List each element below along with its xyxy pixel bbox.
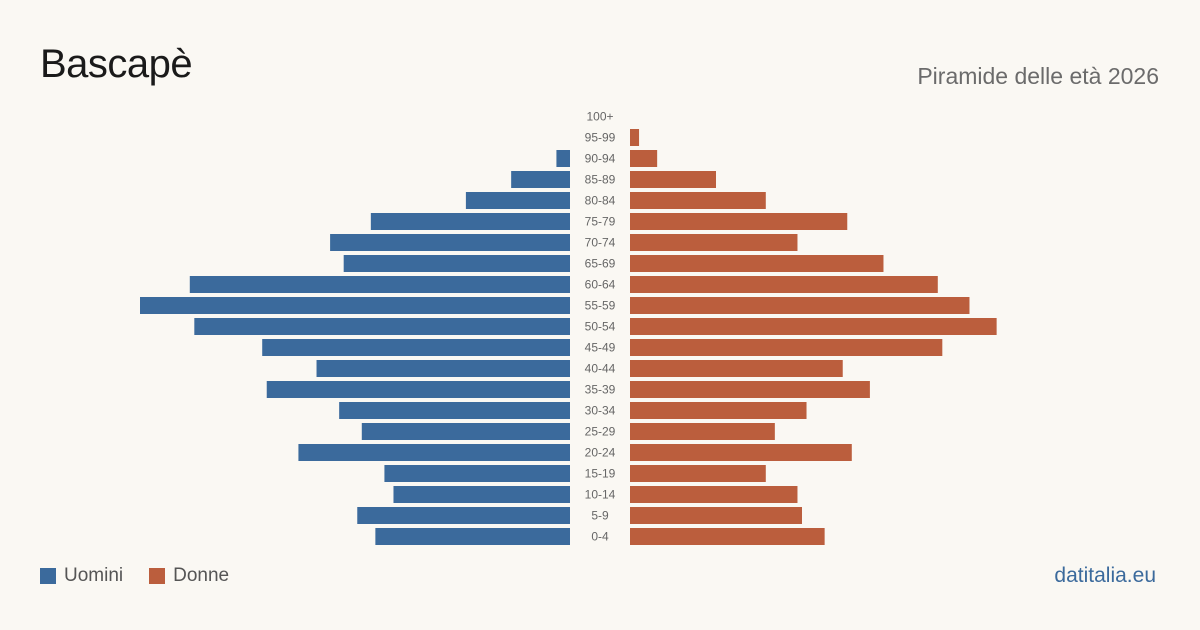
age-label-90-94: 90-94 (585, 152, 616, 166)
bar-women-30-34 (630, 402, 807, 419)
bar-women-95-99 (630, 129, 640, 146)
bar-women-60-64 (630, 276, 938, 293)
population-pyramid-chart: 100+ 95-99 90-94 85-89 80-84 75-79 70-74 65-69 6… (140, 110, 997, 545)
age-label-75-79: 75-79 (585, 215, 616, 229)
bar-women-15-19 (630, 465, 766, 482)
age-label-10-14: 10-14 (585, 488, 616, 502)
age-label-70-74: 70-74 (585, 236, 616, 250)
age-label-85-89: 85-89 (585, 173, 616, 187)
chart-title: Bascapè (40, 42, 193, 86)
age-label-65-69: 65-69 (585, 257, 616, 271)
bar-men-80-84 (465, 192, 570, 209)
age-label-55-59: 55-59 (585, 299, 616, 313)
bar-men-75-79 (370, 213, 570, 230)
bar-women-80-84 (630, 192, 766, 209)
bar-women-55-59 (630, 297, 970, 314)
age-label-95-99: 95-99 (585, 131, 616, 145)
bar-men-30-34 (339, 402, 570, 419)
legend-swatch-men (40, 568, 56, 584)
age-label-20-24: 20-24 (585, 446, 616, 460)
bar-women-5-9 (630, 507, 802, 524)
bar-women-10-14 (630, 486, 798, 503)
age-label-25-29: 25-29 (585, 425, 616, 439)
age-label-40-44: 40-44 (585, 362, 616, 376)
bar-men-85-89 (511, 171, 570, 188)
bar-men-20-24 (298, 444, 570, 461)
bar-women-75-79 (630, 213, 848, 230)
age-label-100plus: 100+ (586, 110, 613, 124)
bar-men-45-49 (262, 339, 570, 356)
bar-men-0-4 (375, 528, 570, 545)
bar-women-85-89 (630, 171, 716, 188)
age-label-80-84: 80-84 (585, 194, 616, 208)
age-label-30-34: 30-34 (585, 404, 616, 418)
legend: Uomini Donne (40, 565, 255, 587)
age-label-60-64: 60-64 (585, 278, 616, 292)
bar-men-15-19 (384, 465, 570, 482)
bar-men-55-59 (140, 297, 570, 314)
age-label-45-49: 45-49 (585, 341, 616, 355)
bar-men-5-9 (357, 507, 570, 524)
age-label-50-54: 50-54 (585, 320, 616, 334)
bar-men-10-14 (393, 486, 570, 503)
bar-women-45-49 (630, 339, 943, 356)
bar-women-0-4 (630, 528, 825, 545)
bar-women-20-24 (630, 444, 852, 461)
legend-label-men: Uomini (64, 565, 124, 586)
bar-women-25-29 (630, 423, 775, 440)
bar-men-60-64 (189, 276, 570, 293)
legend-item-men: Uomini (40, 565, 123, 587)
age-label-35-39: 35-39 (585, 383, 616, 397)
chart-subtitle: Piramide delle età 2026 (917, 63, 1159, 89)
source-link[interactable]: datitalia.eu (1054, 564, 1156, 587)
legend-item-women: Donne (149, 565, 229, 587)
bar-men-40-44 (316, 360, 570, 377)
bar-women-65-69 (630, 255, 884, 272)
age-label-0-4: 0-4 (591, 530, 609, 544)
bar-men-50-54 (194, 318, 570, 335)
bar-women-90-94 (630, 150, 658, 167)
bar-women-40-44 (630, 360, 843, 377)
bar-men-35-39 (266, 381, 570, 398)
bar-women-70-74 (630, 234, 798, 251)
bar-men-65-69 (343, 255, 570, 272)
bar-men-90-94 (556, 150, 570, 167)
bar-men-25-29 (361, 423, 570, 440)
age-label-5-9: 5-9 (591, 509, 609, 523)
legend-label-women: Donne (173, 565, 230, 586)
legend-swatch-women (149, 568, 166, 584)
bar-women-35-39 (630, 381, 870, 398)
bar-men-70-74 (330, 234, 570, 251)
bar-women-50-54 (630, 318, 997, 335)
age-label-15-19: 15-19 (585, 467, 616, 481)
